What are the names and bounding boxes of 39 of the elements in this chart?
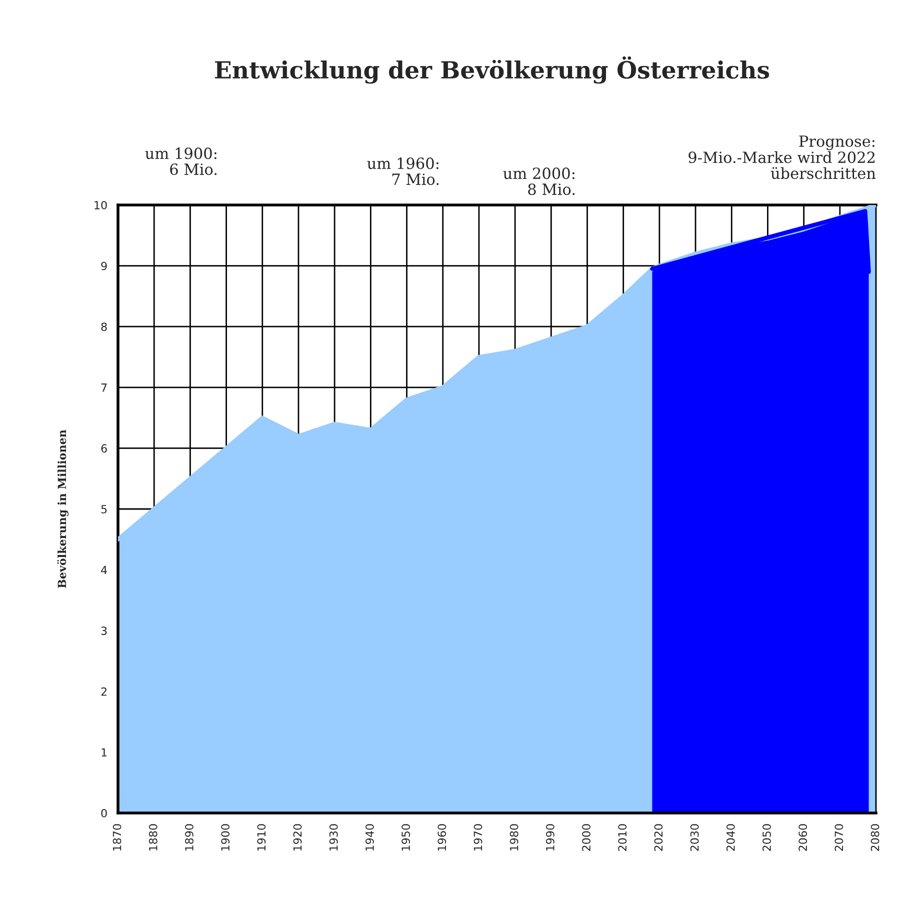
x-tick-label: 2060 [798, 824, 808, 851]
x-tick-label: 2020 [654, 824, 663, 851]
y-tick-label: 8 [101, 322, 107, 331]
y-tick-label: 9 [101, 262, 107, 270]
x-tick-label: 1990 [546, 824, 554, 850]
x-tick-label: 1880 [148, 824, 158, 850]
x-tick-label: 1890 [185, 824, 194, 850]
x-tick-label: 1980 [510, 824, 518, 850]
chart-title: Entwicklung der Bevölkerung Österreichs [214, 56, 770, 84]
text: Prognose: 9-Mio.-Marke wird 2022 überschritten [688, 136, 876, 180]
y-tick-label: 1 [102, 748, 107, 756]
x-tick-label: 2050 [762, 824, 771, 851]
x-tick-label: 2030 [690, 824, 699, 851]
x-tick-label: 1930 [329, 824, 338, 850]
x-tick-label: 1950 [402, 824, 410, 850]
x-tick-label: 1910 [257, 824, 266, 850]
x-tick-label: 1940 [365, 824, 374, 850]
y-tick-label: 10 [94, 200, 107, 210]
x-tick-label: 1960 [438, 824, 446, 850]
y-tick-label: 6 [101, 444, 107, 453]
x-tick-label: 2010 [618, 824, 627, 851]
x-tick-label: 1900 [221, 824, 230, 850]
text: um 1960: 7 Mio. [367, 158, 439, 186]
x-tick-label: 2080 [870, 824, 880, 851]
x-tick-label: 2040 [726, 824, 735, 851]
y-axis-title: Bevölkerung in Millionen [57, 430, 68, 588]
x-tick-label: 1920 [293, 824, 302, 850]
x-tick-label: 1870 [112, 824, 122, 850]
y-tick-label: 3 [101, 626, 107, 635]
y-tick-label: 4 [101, 566, 107, 574]
text: um 2000: 8 Mio. [503, 168, 575, 196]
y-tick-label: 5 [101, 505, 107, 514]
y-tick-label: 7 [101, 384, 107, 392]
x-tick-label: 1970 [474, 824, 482, 850]
text: um 1900: 6 Mio. [145, 148, 217, 176]
x-tick-label: 2070 [834, 824, 844, 851]
x-tick-label: 2000 [582, 824, 590, 851]
y-tick-label: 2 [101, 687, 106, 696]
y-tick-label: 0 [101, 808, 107, 818]
